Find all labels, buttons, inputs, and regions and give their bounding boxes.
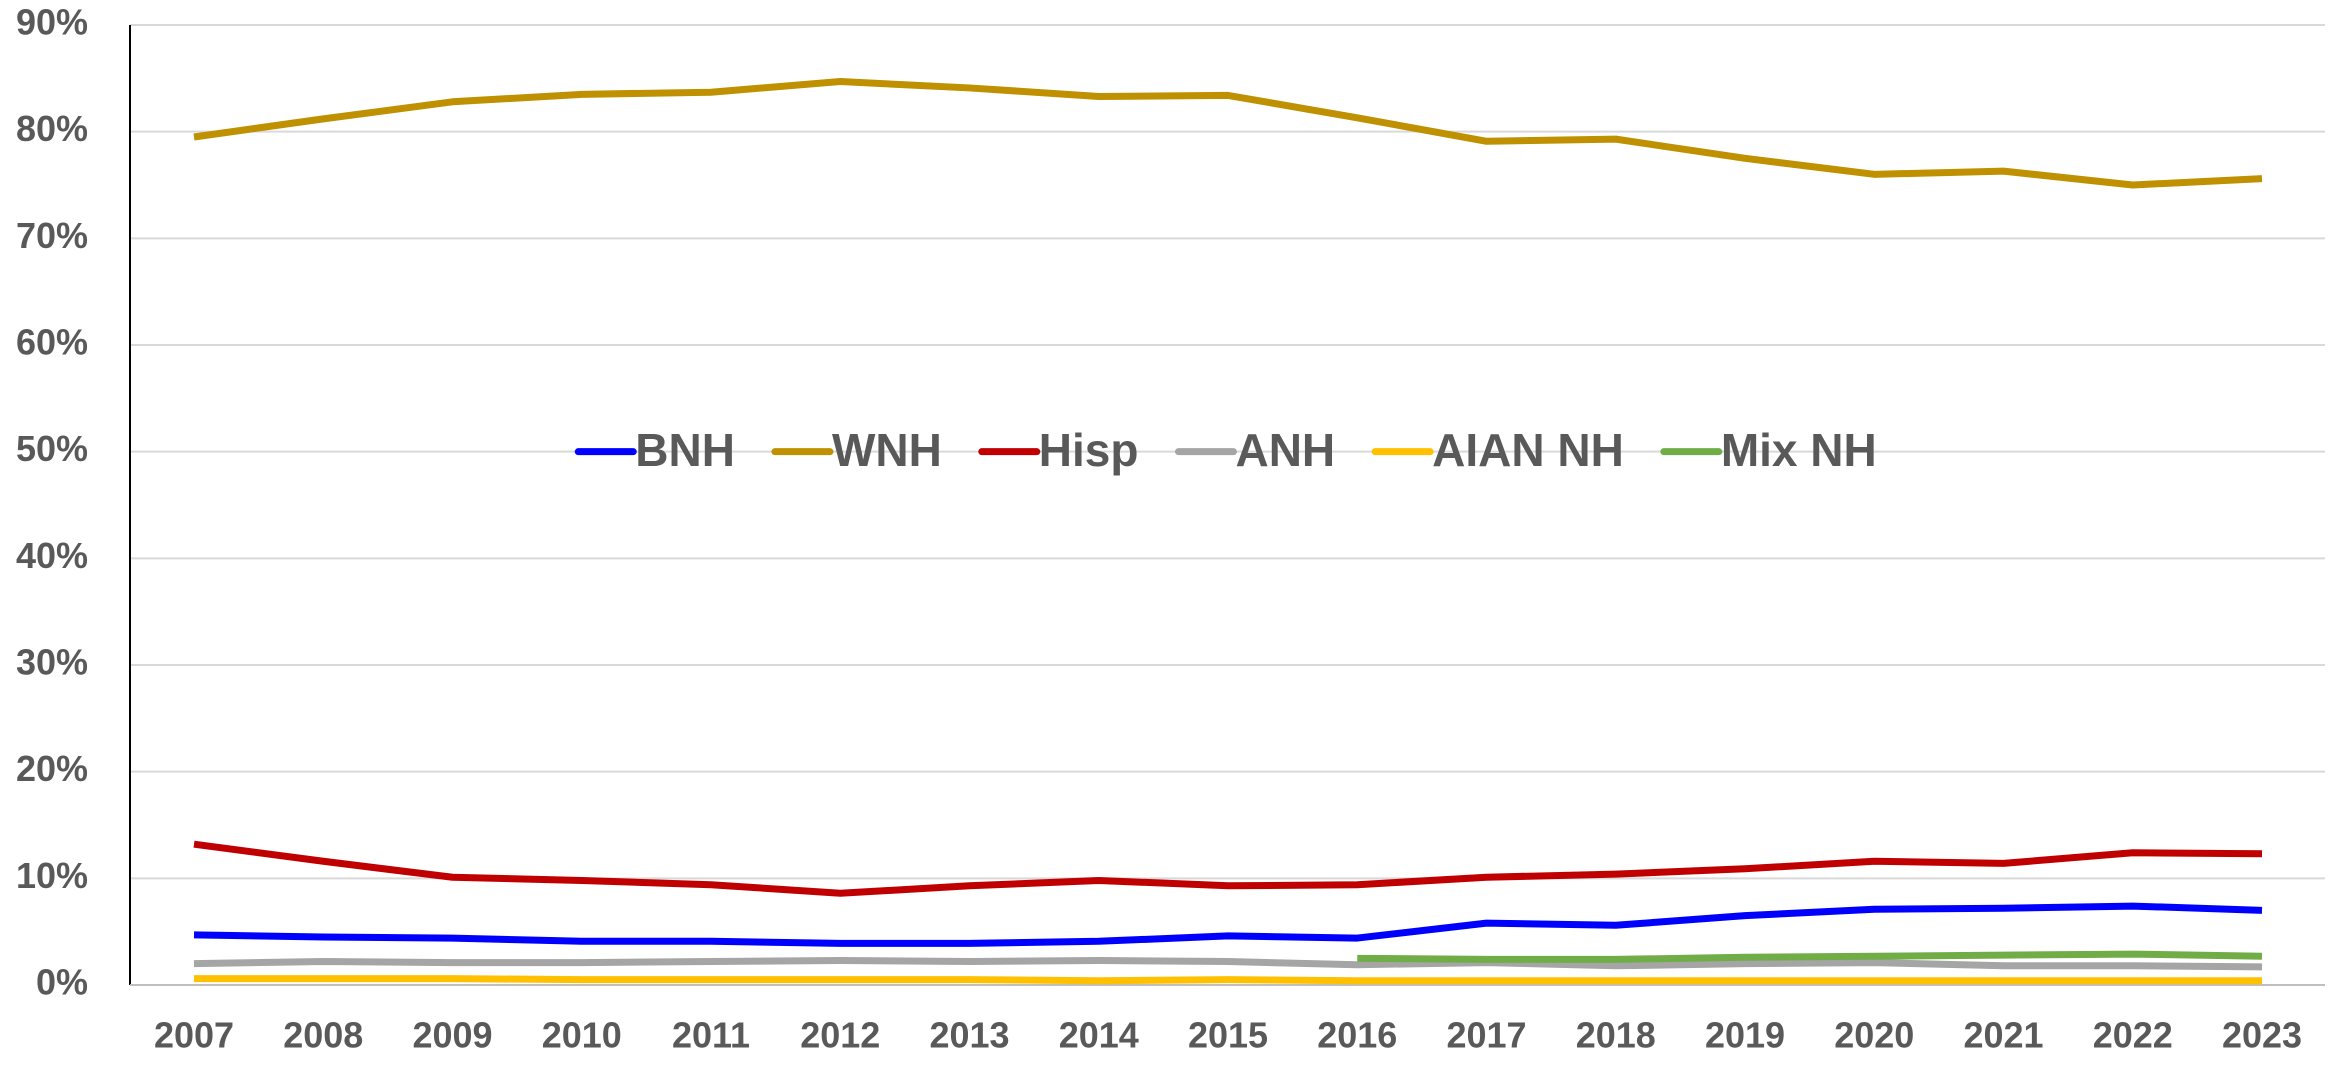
y-tick-label: 90%	[16, 2, 88, 43]
x-tick-label: 2023	[2222, 1015, 2302, 1056]
y-tick-label: 30%	[16, 642, 88, 683]
x-tick-label: 2013	[929, 1015, 1009, 1056]
x-tick-label: 2012	[800, 1015, 880, 1056]
legend-label: ANH	[1235, 424, 1335, 476]
series-line	[193, 902, 2263, 947]
x-tick-label: 2008	[283, 1015, 363, 1056]
legend-label: Mix NH	[1721, 424, 1877, 476]
y-tick-label: 0%	[36, 962, 88, 1003]
x-tick-label: 2019	[1705, 1015, 1785, 1056]
x-tick-label: 2007	[154, 1015, 234, 1056]
legend: BNH WNH Hisp ANH AIAN NH Mix NH	[574, 424, 1877, 476]
x-tick-label: 2021	[1963, 1015, 2043, 1056]
y-tick-label: 60%	[16, 322, 88, 363]
x-tick-label: 2014	[1059, 1015, 1139, 1056]
x-tick-label: 2017	[1446, 1015, 1526, 1056]
x-tick-label: 2022	[2093, 1015, 2173, 1056]
legend-label: BNH	[635, 424, 735, 476]
y-tick-label: 20%	[16, 748, 88, 789]
y-tick-label: 40%	[16, 535, 88, 576]
x-tick-label: 2016	[1317, 1015, 1397, 1056]
x-tick-label: 2011	[672, 1015, 750, 1056]
y-tick-label: 50%	[16, 428, 88, 469]
series-line	[1357, 950, 2263, 963]
x-tick-label: 2009	[412, 1015, 492, 1056]
x-tick-label: 2015	[1188, 1015, 1268, 1056]
series-line	[193, 840, 2263, 897]
y-tick-label: 80%	[16, 108, 88, 149]
y-tick-label: 10%	[16, 855, 88, 896]
y-tick-label: 70%	[16, 215, 88, 256]
x-tick-label: 2010	[542, 1015, 622, 1056]
legend-label: AIAN NH	[1432, 424, 1624, 476]
legend-label: Hisp	[1039, 424, 1139, 476]
x-tick-label: 2018	[1576, 1015, 1656, 1056]
series-line	[194, 975, 2262, 985]
series-line	[193, 956, 2263, 971]
x-tick-label: 2020	[1834, 1015, 1914, 1056]
legend-label: WNH	[832, 424, 942, 476]
series-line	[193, 78, 2263, 189]
